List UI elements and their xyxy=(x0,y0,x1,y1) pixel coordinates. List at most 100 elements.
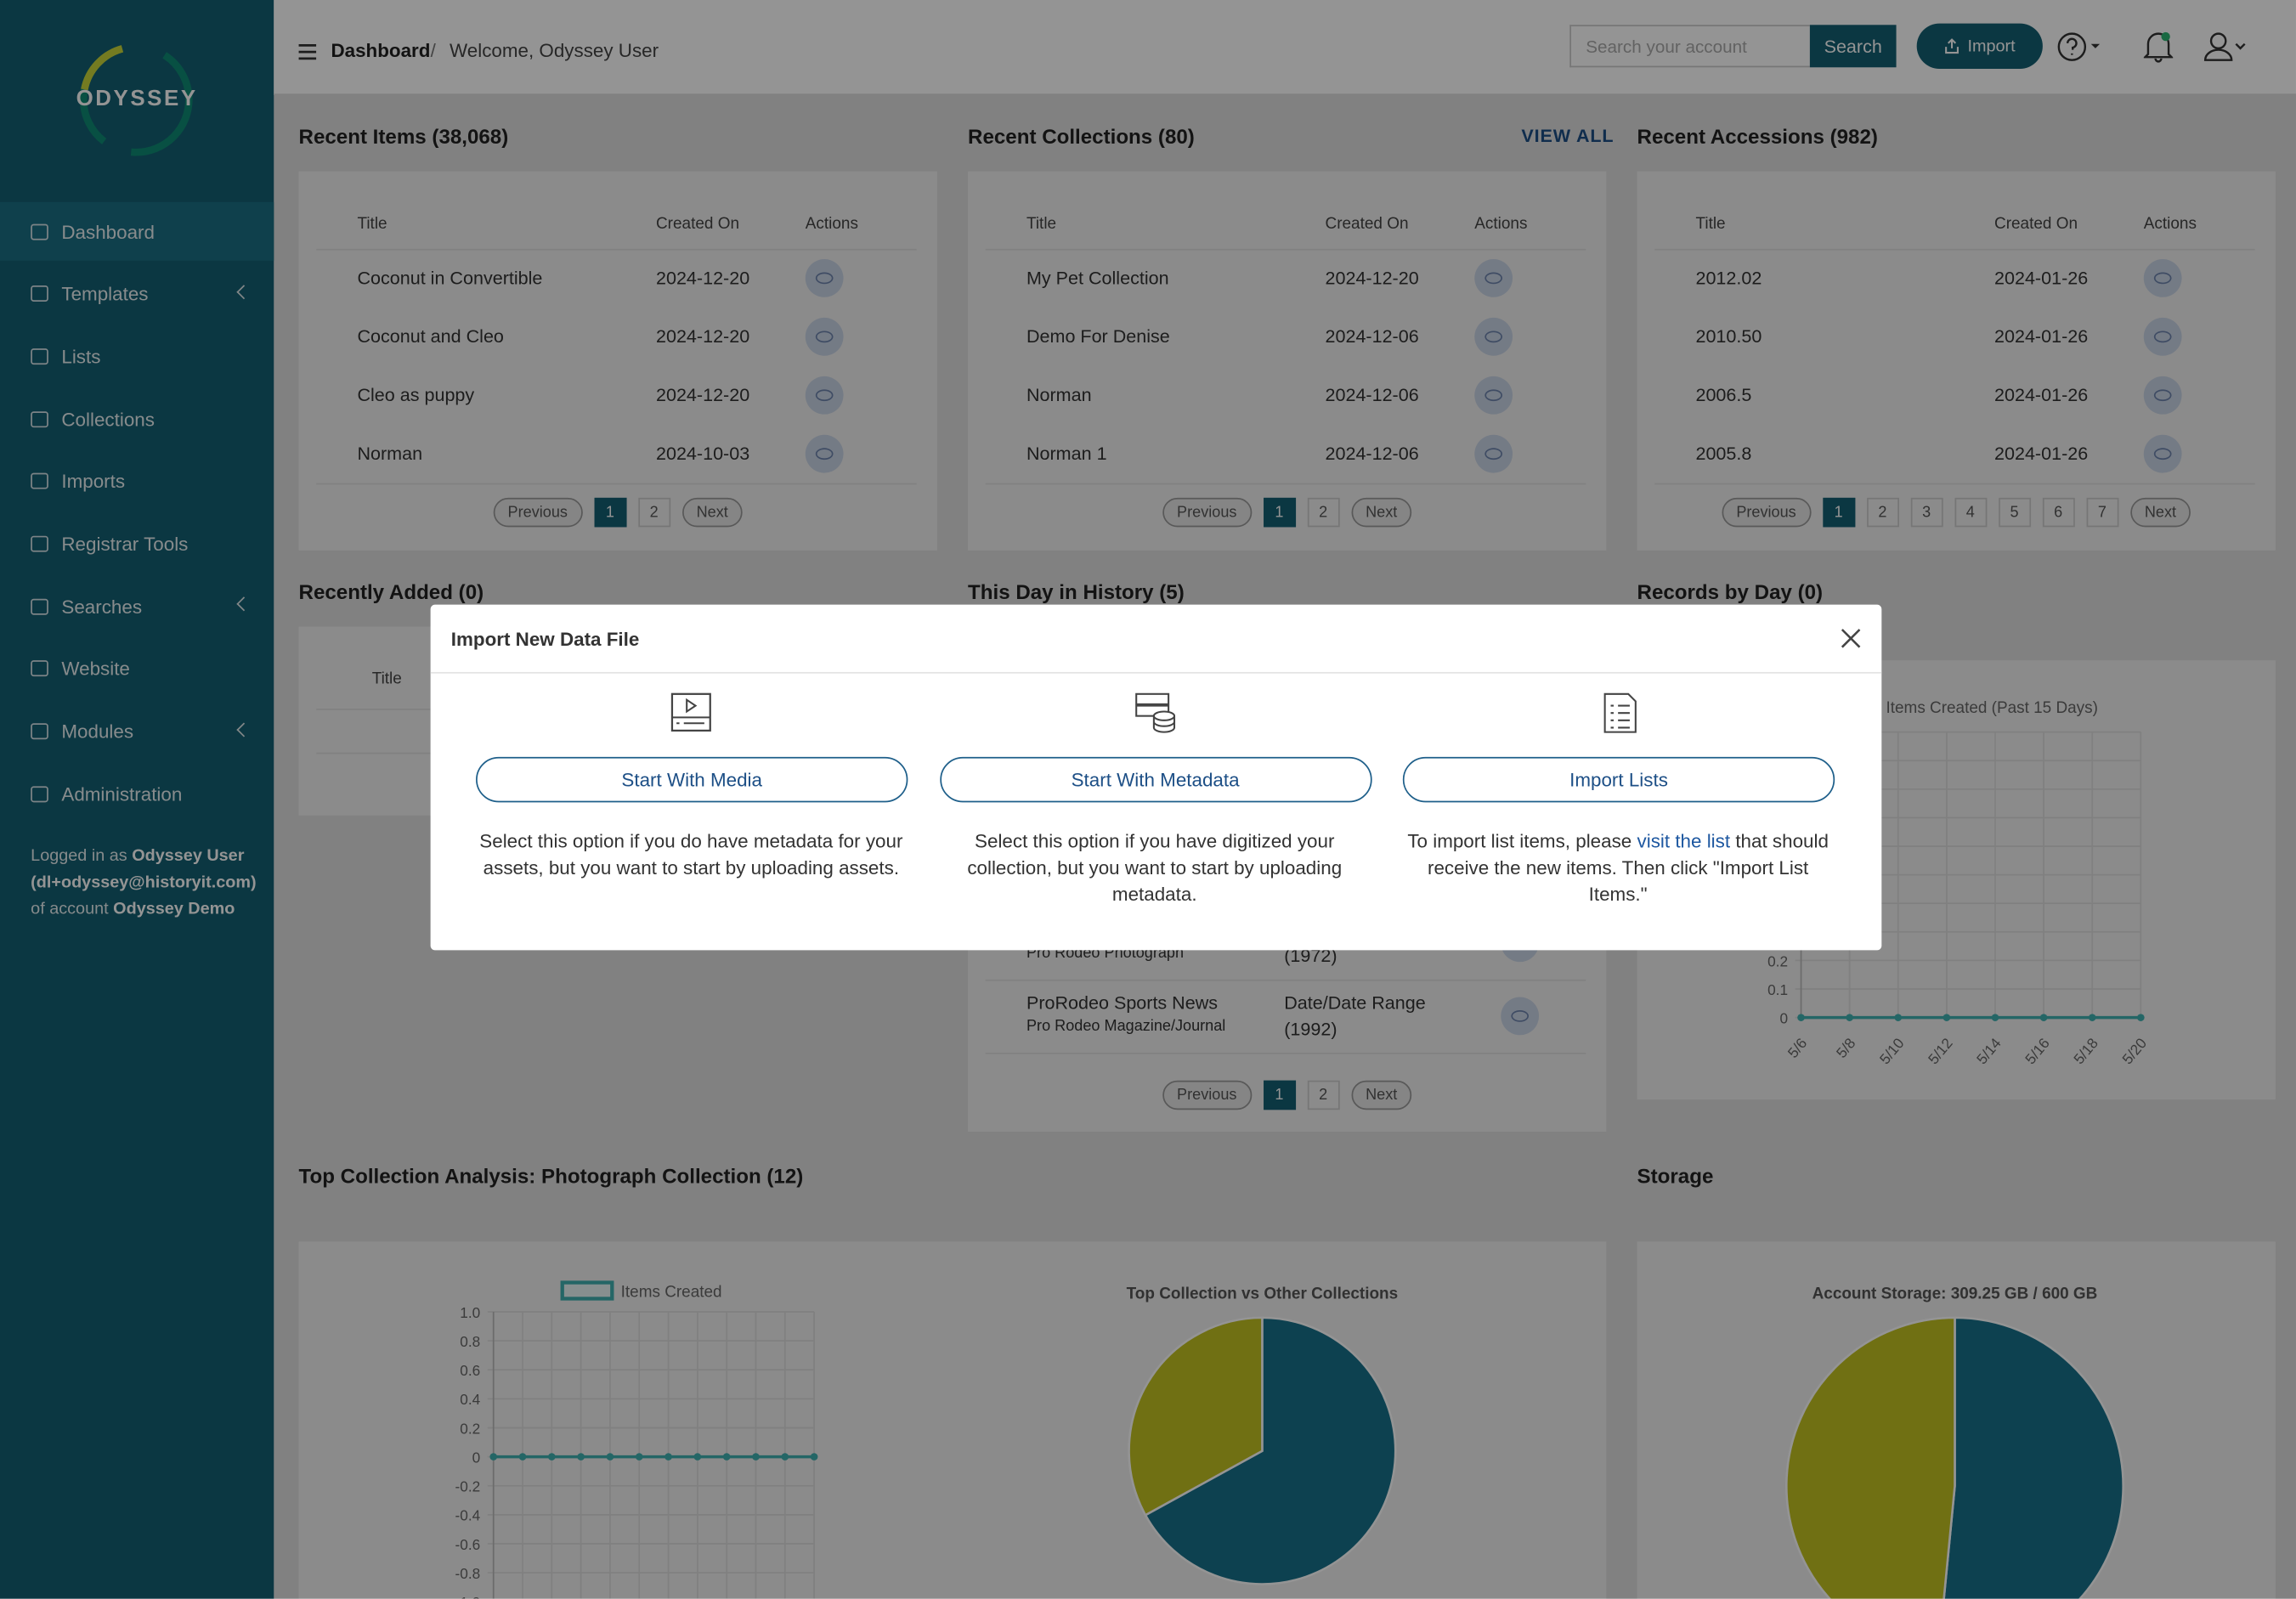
page-link[interactable]: 2 xyxy=(1307,1080,1340,1110)
menu-toggle[interactable] xyxy=(298,44,317,60)
user-menu[interactable] xyxy=(2203,31,2248,63)
item-title[interactable]: Coconut in Convertible xyxy=(357,268,543,289)
nav-label: Collections xyxy=(61,408,155,430)
modal-close[interactable] xyxy=(1841,628,1861,648)
import-icon xyxy=(1944,38,1959,54)
page-link[interactable]: Previous xyxy=(1162,1080,1252,1110)
item-title[interactable]: Norman xyxy=(1026,385,1092,406)
item-title[interactable]: 2012.02 xyxy=(1695,268,1762,289)
nav-item[interactable]: Registrar Tools xyxy=(0,515,274,573)
nav-item[interactable]: Collections xyxy=(0,390,274,449)
login-prefix: Logged in as xyxy=(31,847,127,866)
item-title[interactable]: My Pet Collection xyxy=(1026,268,1169,289)
view-button[interactable] xyxy=(1501,997,1540,1036)
item-title[interactable]: 2005.8 xyxy=(1695,444,1752,465)
nav-icon xyxy=(31,410,48,427)
page-link[interactable]: Previous xyxy=(1722,497,1811,528)
view-button[interactable] xyxy=(805,434,844,473)
media-icon xyxy=(670,692,711,732)
view-button[interactable] xyxy=(2143,317,2182,356)
nav-icon xyxy=(31,598,48,615)
page-link[interactable]: 2 xyxy=(1307,497,1340,528)
page-link[interactable]: 2 xyxy=(1866,497,1899,528)
created-on: 2024-12-20 xyxy=(655,385,750,406)
view-button[interactable] xyxy=(1474,434,1513,473)
panel-title: Recent Items (38,068) xyxy=(298,124,509,149)
option-description: To import list items, please visit the l… xyxy=(1399,828,1838,907)
page-link[interactable]: 7 xyxy=(2085,497,2118,528)
created-on: 2024-01-26 xyxy=(1994,268,2089,289)
nav-item[interactable]: Administration xyxy=(0,765,274,823)
created-on: 2024-12-20 xyxy=(655,268,750,289)
page-link[interactable]: Next xyxy=(1350,497,1412,528)
view-button[interactable] xyxy=(2143,376,2182,415)
view-button[interactable] xyxy=(805,259,844,297)
nav-icon xyxy=(31,347,48,364)
item-title[interactable]: 2010.50 xyxy=(1695,326,1762,347)
nav-item[interactable]: Lists xyxy=(0,327,274,386)
page-link[interactable]: 6 xyxy=(2042,497,2075,528)
option-button[interactable]: Import Lists xyxy=(1402,756,1835,803)
view-button[interactable] xyxy=(2143,434,2182,473)
view-all-link[interactable]: VIEW ALL xyxy=(1521,126,1615,147)
item-title[interactable]: 2006.5 xyxy=(1695,385,1752,406)
table-divider xyxy=(316,483,917,485)
page-link[interactable]: 1 xyxy=(1263,1080,1296,1110)
view-button[interactable] xyxy=(1474,376,1513,415)
item-title[interactable]: Demo For Denise xyxy=(1026,326,1170,347)
page-link[interactable]: Next xyxy=(2129,497,2191,528)
nav-item[interactable]: Dashboard xyxy=(0,201,274,261)
view-button[interactable] xyxy=(805,376,844,415)
page-link[interactable]: 5 xyxy=(1998,497,2031,528)
column-header: Title xyxy=(1695,215,1726,233)
option-button[interactable]: Start With Media xyxy=(476,756,908,803)
table-divider xyxy=(316,248,917,251)
page-link[interactable]: 4 xyxy=(1954,497,1987,528)
panel-title: Recent Accessions (982) xyxy=(1637,124,1878,149)
pagination: Previous 1 2 3 4 5 6 7 Next xyxy=(1637,497,2276,528)
created-on: 2024-12-06 xyxy=(1325,326,1419,347)
entry-subtitle: Pro Rodeo Magazine/Journal xyxy=(1026,1017,1226,1036)
import-button[interactable]: Import xyxy=(1916,23,2043,69)
entry-title[interactable]: ProRodeo Sports News xyxy=(1026,992,1219,1014)
created-on: 2024-12-20 xyxy=(655,326,750,347)
page-link[interactable]: 1 xyxy=(593,497,626,528)
logo-ring xyxy=(79,42,193,156)
column-header: Actions xyxy=(805,215,858,233)
panel-body: Title Created On Actions My Pet Collection 2… xyxy=(968,171,1607,551)
search-button[interactable]: Search xyxy=(1809,25,1897,68)
view-button[interactable] xyxy=(1474,317,1513,356)
breadcrumb[interactable]: Dashboard xyxy=(331,39,431,62)
visit-list-link[interactable]: visit the list xyxy=(1637,830,1731,852)
page-link[interactable]: 3 xyxy=(1910,497,1943,528)
view-button[interactable] xyxy=(805,317,844,356)
panel-title: This Day in History (5) xyxy=(968,579,1185,603)
search-input[interactable]: Search your account xyxy=(1569,25,1810,68)
entry-date: Date/Date Range (1992) xyxy=(1284,992,1426,1040)
item-title[interactable]: Norman 1 xyxy=(1026,444,1107,465)
column-header: Created On xyxy=(655,215,740,233)
panel-title: Recent Collections (80) xyxy=(968,124,1195,149)
notifications[interactable] xyxy=(2143,31,2174,63)
page-link[interactable]: 1 xyxy=(1263,497,1296,528)
nav-item[interactable]: Website xyxy=(0,640,274,698)
page-link[interactable]: Next xyxy=(681,497,744,528)
view-button[interactable] xyxy=(2143,259,2182,297)
item-title[interactable]: Cleo as puppy xyxy=(357,385,475,406)
item-title[interactable]: Norman xyxy=(357,444,423,465)
view-button[interactable] xyxy=(1474,259,1513,297)
page-link[interactable]: 1 xyxy=(1822,497,1855,528)
page-link[interactable]: Previous xyxy=(493,497,583,528)
help-menu[interactable] xyxy=(2056,31,2106,63)
option-button[interactable]: Start With Metadata xyxy=(939,756,1371,803)
page-link[interactable]: Next xyxy=(1350,1080,1412,1110)
nav-item[interactable]: Imports xyxy=(0,452,274,511)
table-divider xyxy=(985,979,1586,981)
nav-item[interactable]: Searches xyxy=(0,577,274,636)
item-title[interactable]: Coconut and Cleo xyxy=(357,326,504,347)
page-link[interactable]: 2 xyxy=(637,497,670,528)
nav-item[interactable]: Templates xyxy=(0,264,274,323)
nav-item[interactable]: Modules xyxy=(0,702,274,760)
pagination: Previous 1 2 Next xyxy=(968,497,1606,528)
page-link[interactable]: Previous xyxy=(1162,497,1252,528)
